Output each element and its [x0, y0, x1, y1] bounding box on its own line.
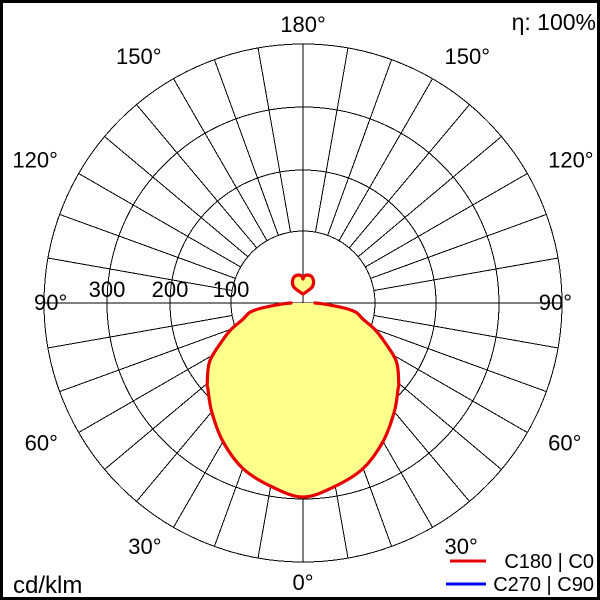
svg-text:180°: 180°	[280, 12, 326, 37]
svg-text:η: 100%: η: 100%	[512, 9, 596, 35]
svg-text:90°: 90°	[539, 290, 572, 315]
svg-text:120°: 120°	[12, 148, 58, 173]
svg-text:120°: 120°	[548, 148, 594, 173]
svg-text:30°: 30°	[445, 534, 478, 559]
svg-text:cd/klm: cd/klm	[13, 572, 82, 599]
svg-text:300: 300	[89, 277, 126, 302]
svg-text:0°: 0°	[292, 570, 313, 595]
svg-text:C180 | C0: C180 | C0	[504, 551, 594, 573]
svg-text:90°: 90°	[34, 290, 67, 315]
svg-text:60°: 60°	[548, 431, 581, 456]
svg-text:200: 200	[152, 277, 189, 302]
svg-text:150°: 150°	[445, 44, 491, 69]
svg-text:30°: 30°	[128, 534, 161, 559]
svg-text:60°: 60°	[25, 431, 58, 456]
svg-text:150°: 150°	[116, 44, 162, 69]
svg-text:C270 | C90: C270 | C90	[493, 574, 594, 596]
svg-text:100: 100	[213, 277, 250, 302]
